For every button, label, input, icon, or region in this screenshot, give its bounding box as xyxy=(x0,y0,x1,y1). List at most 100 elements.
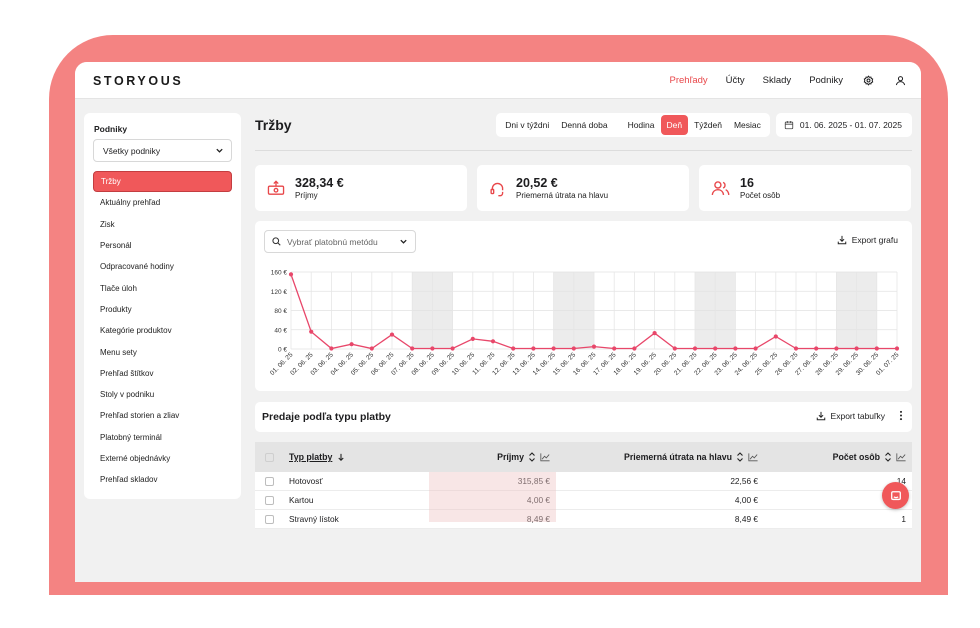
sidebar-item-prehlad-stitkov[interactable]: Prehľad štítkov xyxy=(100,368,154,378)
data-point xyxy=(551,346,556,351)
data-point xyxy=(814,346,819,351)
sidebar-item-menu-sety[interactable]: Menu sety xyxy=(100,347,137,357)
export-chart-button[interactable]: Export grafu xyxy=(837,235,898,245)
table-row[interactable]: Hotovosť 315,85 € 22,56 € 14 xyxy=(255,472,912,491)
more-vertical-icon[interactable] xyxy=(899,410,903,421)
filter-denna-doba[interactable]: Denná doba xyxy=(561,120,608,130)
stat-average-label: Priemerná útrata na hlavu xyxy=(516,191,609,200)
sidebar-item-kategorie-produktov[interactable]: Kategórie produktov xyxy=(100,326,172,336)
table-row[interactable]: Stravný lístok 8,49 € 8,49 € 1 xyxy=(255,510,912,529)
chart-toggle-icon[interactable] xyxy=(748,452,758,462)
chart-toggle-icon[interactable] xyxy=(896,452,906,462)
download-icon xyxy=(816,411,825,420)
filters: Dni v týždni Denná doba Hodina Deň Týžde… xyxy=(496,113,912,137)
data-point xyxy=(450,346,455,351)
sidebar-item-externe-objednavky[interactable]: Externé objednávky xyxy=(100,454,171,463)
col-header-average[interactable]: Priemerná útrata na hlavu xyxy=(556,452,764,462)
select-all-checkbox[interactable] xyxy=(264,452,274,462)
sidebar-item-produkty[interactable]: Produkty xyxy=(100,304,132,314)
table-title: Predaje podľa typu platby xyxy=(262,411,391,423)
cell-income: 315,85 € xyxy=(517,476,550,486)
top-bar: STORYOUS Prehľady Účty Sklady Podniky xyxy=(75,62,921,99)
people-icon xyxy=(711,181,730,196)
filter-tyzden[interactable]: Týždeň xyxy=(694,120,722,130)
user-icon[interactable] xyxy=(893,74,907,88)
data-point xyxy=(652,331,657,336)
sidebar-item-zisk[interactable]: Zisk xyxy=(100,219,115,229)
data-point xyxy=(309,329,314,334)
cell-count: 1 xyxy=(901,514,906,524)
row-checkbox[interactable] xyxy=(264,476,274,486)
table-actions: Export tabuľky xyxy=(816,410,903,421)
y-tick-label: 40 € xyxy=(274,327,287,334)
stat-average-value: 20,52 € xyxy=(516,176,558,190)
download-icon xyxy=(837,235,846,245)
chart-toggle-icon[interactable] xyxy=(540,452,550,462)
cell-average: 22,56 € xyxy=(730,476,758,486)
data-point xyxy=(854,346,859,351)
app-window: STORYOUS Prehľady Účty Sklady Podniky Po… xyxy=(75,62,921,582)
top-nav: Prehľady Účty Sklady Podniky xyxy=(670,62,907,99)
data-point xyxy=(692,346,698,351)
col-header-count[interactable]: Počet osôb xyxy=(764,452,912,462)
sidebar-item-stoly-v-podniku[interactable]: Stoly v podniku xyxy=(100,390,155,400)
main-content: Tržby Dni v týždni Denná doba Hodina Deň… xyxy=(255,113,912,582)
sidebar-item-prehlad-skladov[interactable]: Prehľad skladov xyxy=(100,475,158,485)
filter-mesiac[interactable]: Mesiac xyxy=(733,120,761,130)
data-point xyxy=(834,346,839,351)
data-point xyxy=(329,346,334,351)
export-table-label: Export tabuľky xyxy=(830,410,885,421)
cell-count: 14 xyxy=(896,476,906,486)
data-point xyxy=(511,346,516,351)
row-checkbox[interactable] xyxy=(264,514,274,524)
data-point xyxy=(349,342,354,347)
logo[interactable]: STORYOUS xyxy=(93,74,184,88)
export-table-button[interactable]: Export tabuľky xyxy=(816,411,885,421)
data-point xyxy=(612,346,617,351)
chart-card: Vybrať platobnú metódu Export grafu 160 … xyxy=(255,221,912,391)
filter-den[interactable]: Deň xyxy=(660,115,689,135)
payment-method-select[interactable]: Vybrať platobnú metódu xyxy=(264,230,416,253)
sidebar-item-tlace-uloh[interactable]: Tlače úloh xyxy=(100,283,137,293)
nav-podniky[interactable]: Podniky xyxy=(809,75,843,86)
gear-icon[interactable] xyxy=(861,74,875,88)
stat-card-average: 20,52 € Priemerná útrata na hlavu xyxy=(477,165,689,211)
arrow-down-icon xyxy=(338,453,344,461)
cell-income: 4,00 € xyxy=(526,495,550,505)
stat-people-label: Počet osôb xyxy=(740,191,781,200)
data-point xyxy=(389,332,395,337)
stat-income-label: Príjmy xyxy=(295,191,318,200)
sidebar-item-personal[interactable]: Personál xyxy=(100,241,132,251)
nav-ucty[interactable]: Účty xyxy=(725,75,745,86)
data-point xyxy=(531,346,536,351)
data-point xyxy=(591,344,597,349)
sidebar: Podniky Všetky podniky Tržby Aktuálny pr… xyxy=(84,113,241,499)
stat-income-value: 328,34 € xyxy=(295,176,344,190)
stat-people-value: 16 xyxy=(740,176,754,190)
chat-button[interactable] xyxy=(882,482,909,509)
nav-prehlady[interactable]: Prehľady xyxy=(669,75,708,86)
y-tick-label: 0 € xyxy=(278,347,287,354)
venue-select[interactable]: Všetky podniky xyxy=(93,139,232,162)
sidebar-item-platobny-terminal[interactable]: Platobný terminál xyxy=(100,432,162,442)
sidebar-item-odpracovane-hodiny[interactable]: Odpracované hodiny xyxy=(100,262,174,272)
row-checkbox[interactable] xyxy=(264,495,274,505)
filter-dni-v-tyzdni[interactable]: Dni v týždni xyxy=(505,120,550,130)
period-type-group: Dni v týždni Denná doba Hodina Deň Týžde… xyxy=(496,113,770,137)
venue-select-value: Všetky podniky xyxy=(103,145,161,156)
data-point xyxy=(713,346,718,351)
data-point xyxy=(874,346,879,351)
y-tick-label: 160 € xyxy=(271,270,288,277)
date-range-picker[interactable]: 01. 06. 2025 - 01. 07. 2025 xyxy=(775,113,912,137)
nav-sklady[interactable]: Sklady xyxy=(762,75,792,86)
table-row[interactable]: Kartou 4,00 € 4,00 € 1 xyxy=(255,491,912,510)
stat-card-people: 16 Počet osôb xyxy=(699,165,911,211)
col-header-income[interactable]: Príjmy xyxy=(429,452,556,462)
filter-hodina[interactable]: Hodina xyxy=(627,120,655,130)
col-header-type[interactable]: Typ platby xyxy=(283,452,429,462)
sidebar-item-prehlad-storien[interactable]: Prehľad storien a zliav xyxy=(100,411,180,421)
data-point xyxy=(894,346,900,351)
sidebar-item-aktualny-prehlad[interactable]: Aktuálny prehľad xyxy=(100,198,161,208)
header-divider xyxy=(255,150,912,151)
sidebar-item-trzby[interactable]: Tržby xyxy=(93,171,232,193)
